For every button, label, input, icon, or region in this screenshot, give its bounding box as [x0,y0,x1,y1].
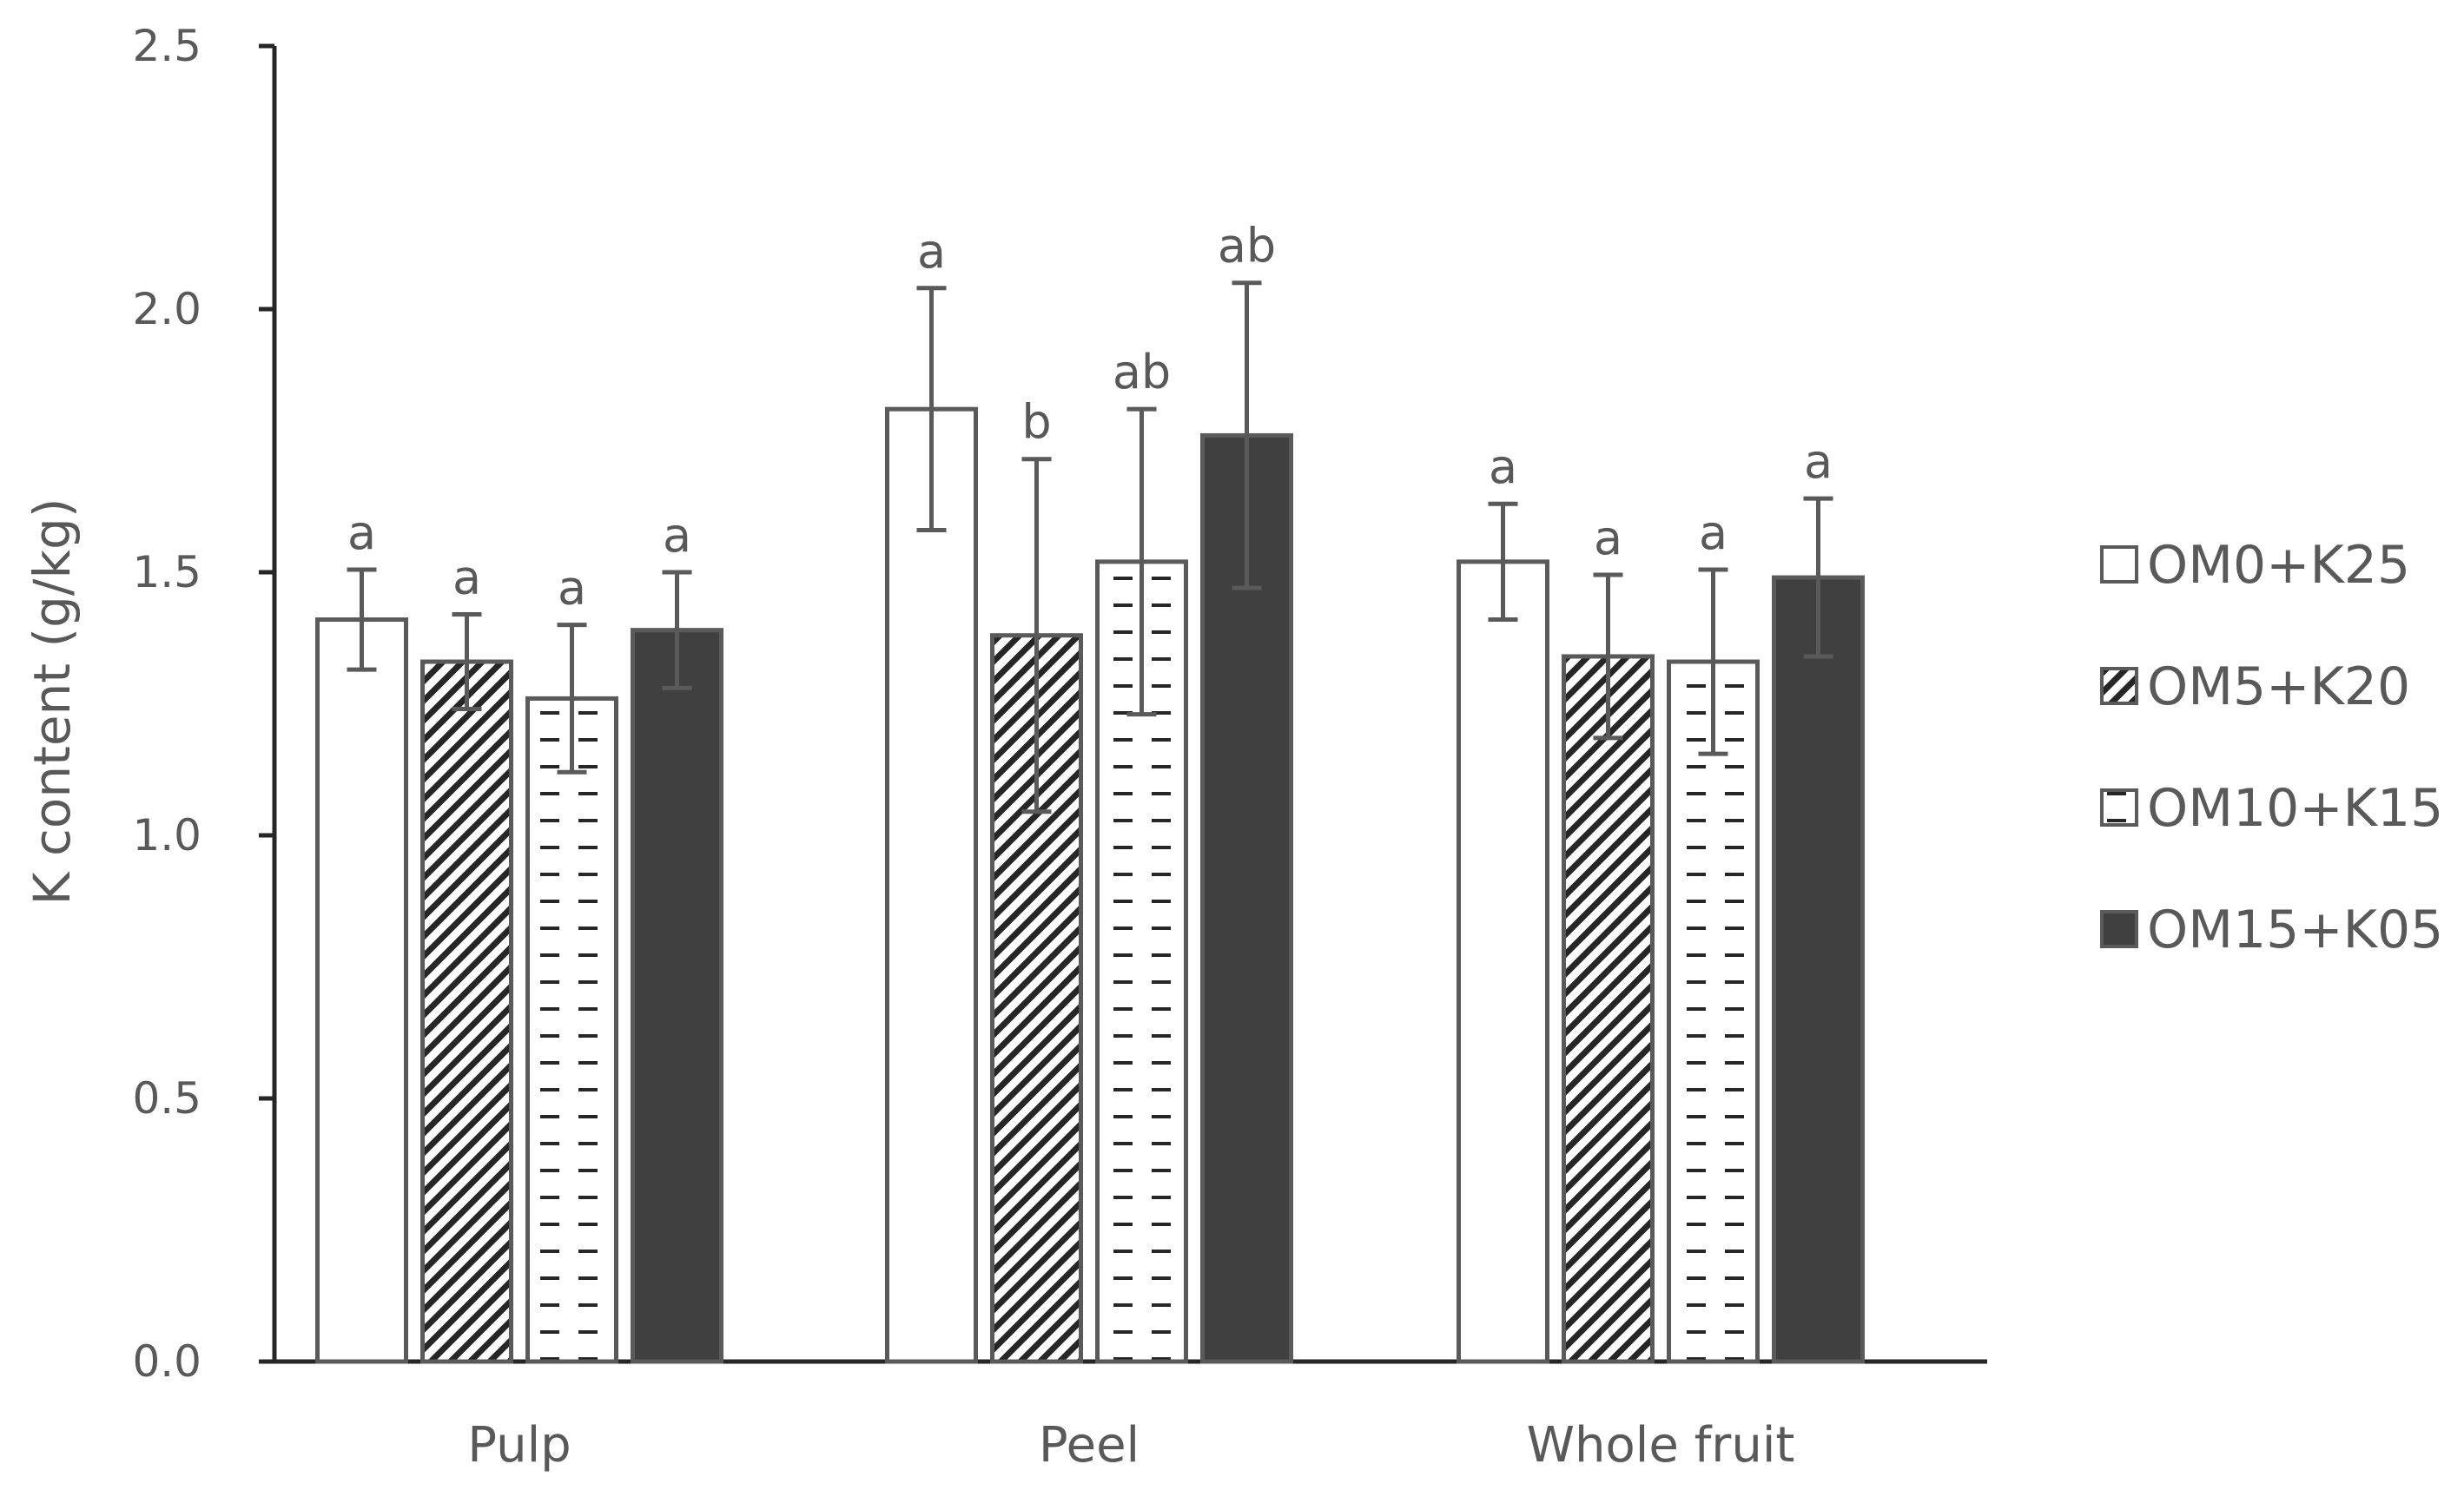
bars [315,280,1865,1364]
legend-label: OM15+K05 [2147,900,2443,960]
x-category-label: Pulp [467,1417,571,1474]
legend-swatch [2100,910,2138,948]
significance-label: b [1021,395,1051,450]
bar-om5-k20-whole-fruit [1562,654,1655,1364]
significance-label: ab [1218,219,1276,274]
labels: K content (g/kg) 0.0 0.5 1.0 1.5 2.0 2.5 a a a a P… [23,21,1833,1474]
bar-om10-k15-whole-fruit [1667,659,1760,1364]
y-tick-label: 1.0 [132,810,201,861]
y-tick-label: 0.5 [132,1073,201,1124]
significance-label: a [1804,434,1833,489]
significance-label: a [663,508,691,563]
y-axis-title: K content (g/kg) [23,498,82,906]
significance-label: a [917,224,946,279]
legend: OM0+K25 OM5+K20 OM10+K15 OM15+K05 [2100,535,2443,960]
significance-label: a [1594,511,1622,565]
bar-om0-k25-whole-fruit [1457,559,1549,1364]
y-tick-label: 1.5 [132,547,201,597]
significance-label: a [558,561,586,616]
bar-om0-k25-peel [885,406,978,1364]
bar-om5-k20-pulp [420,659,513,1364]
legend-label: OM10+K15 [2147,778,2443,839]
legend-label: OM0+K25 [2147,535,2410,596]
bar-om15-k05-whole-fruit [1772,575,1865,1364]
bar-om0-k25-pulp [315,617,408,1364]
bar-om15-k05-pulp [631,628,723,1364]
significance-label: a [1489,439,1517,494]
x-category-label: Peel [1039,1417,1140,1474]
legend-swatch [2100,667,2138,705]
y-tick-label: 0.0 [132,1336,201,1387]
significance-label: a [1699,505,1727,560]
x-category-label: Whole fruit [1527,1417,1795,1474]
legend-swatch [2100,788,2138,827]
bar-om10-k15-pulp [525,696,618,1364]
significance-label: ab [1113,345,1171,399]
y-tick-label: 2.5 [132,21,201,71]
legend-swatch [2100,545,2138,584]
y-tick-label: 2.0 [132,284,201,334]
significance-label: a [453,550,481,604]
significance-label: a [347,505,376,560]
legend-label: OM5+K20 [2147,656,2410,717]
